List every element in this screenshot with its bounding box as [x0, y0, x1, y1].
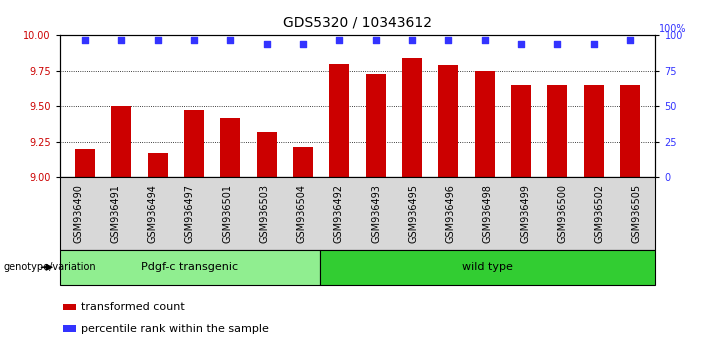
- Text: GSM936504: GSM936504: [297, 184, 306, 243]
- Text: GSM936497: GSM936497: [185, 184, 195, 243]
- Point: [479, 37, 490, 42]
- Bar: [366, 74, 386, 177]
- Text: GSM936500: GSM936500: [557, 184, 567, 243]
- Point: [152, 37, 163, 42]
- Text: GSM936503: GSM936503: [259, 184, 269, 243]
- Text: GDS5320 / 10343612: GDS5320 / 10343612: [283, 16, 432, 30]
- Bar: [620, 85, 640, 177]
- Point: [552, 41, 563, 47]
- Text: transformed count: transformed count: [81, 302, 184, 312]
- Bar: [220, 118, 240, 177]
- Bar: [75, 149, 95, 177]
- Text: percentile rank within the sample: percentile rank within the sample: [81, 324, 268, 333]
- Text: GSM936505: GSM936505: [632, 184, 642, 243]
- Bar: [148, 153, 168, 177]
- Bar: [438, 65, 458, 177]
- Text: genotype/variation: genotype/variation: [4, 262, 96, 272]
- Point: [370, 37, 381, 42]
- Point: [334, 37, 345, 42]
- Text: Pdgf-c transgenic: Pdgf-c transgenic: [142, 262, 238, 272]
- Text: GSM936501: GSM936501: [222, 184, 232, 243]
- Text: GSM936502: GSM936502: [594, 184, 604, 243]
- Bar: [293, 147, 313, 177]
- Text: GSM936490: GSM936490: [73, 184, 83, 243]
- Bar: [257, 132, 277, 177]
- Point: [443, 37, 454, 42]
- Point: [407, 37, 418, 42]
- Text: GSM936496: GSM936496: [446, 184, 456, 243]
- Point: [189, 37, 200, 42]
- Text: 100%: 100%: [659, 24, 686, 34]
- Text: GSM936495: GSM936495: [409, 184, 418, 243]
- Bar: [184, 110, 204, 177]
- Point: [116, 37, 127, 42]
- Text: GSM936494: GSM936494: [148, 184, 158, 243]
- Bar: [547, 85, 567, 177]
- Text: GSM936491: GSM936491: [111, 184, 121, 243]
- Text: GSM936499: GSM936499: [520, 184, 530, 243]
- Point: [225, 37, 236, 42]
- Bar: [111, 106, 131, 177]
- Point: [588, 41, 599, 47]
- Point: [515, 41, 526, 47]
- Bar: [584, 85, 604, 177]
- Bar: [475, 71, 495, 177]
- Text: GSM936492: GSM936492: [334, 184, 344, 243]
- Bar: [511, 85, 531, 177]
- Bar: [329, 64, 349, 177]
- Point: [297, 41, 308, 47]
- Point: [625, 37, 636, 42]
- Point: [79, 37, 90, 42]
- Text: GSM936493: GSM936493: [371, 184, 381, 243]
- Bar: [402, 58, 422, 177]
- Text: GSM936498: GSM936498: [483, 184, 493, 243]
- Point: [261, 41, 272, 47]
- Text: wild type: wild type: [463, 262, 513, 272]
